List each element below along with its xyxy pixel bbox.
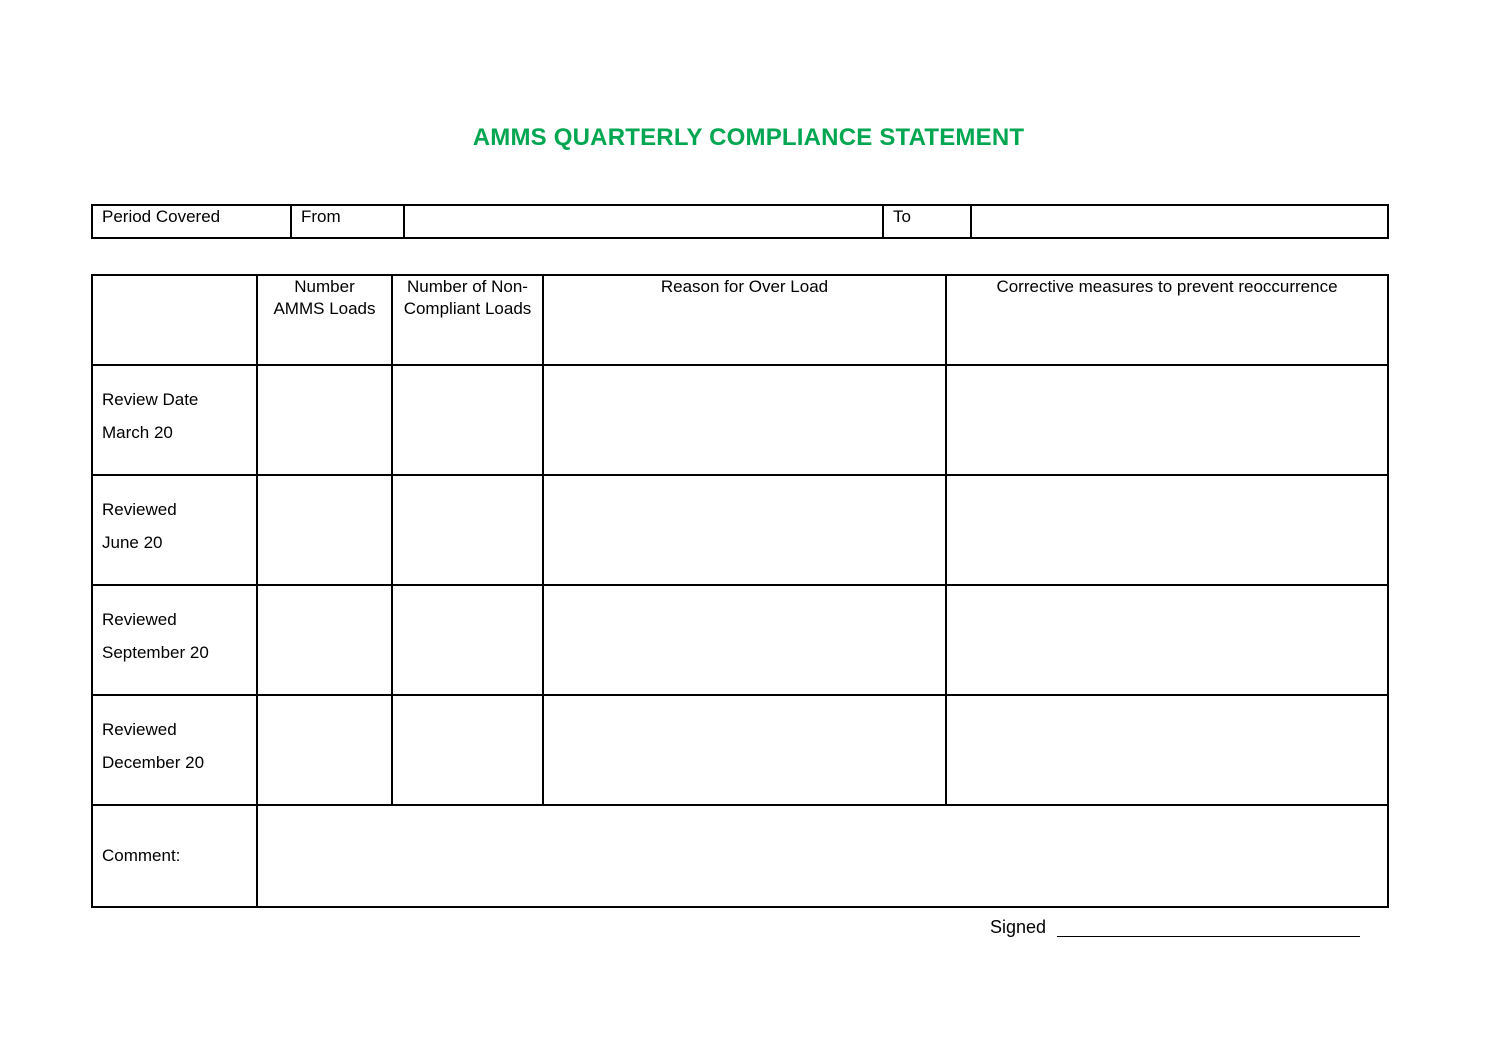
- reason-cell[interactable]: [542, 474, 947, 586]
- period-covered-table: Period Covered From To: [91, 204, 1389, 239]
- row-label-line1: Reviewed: [102, 610, 177, 629]
- row-label-line1: Reviewed: [102, 500, 177, 519]
- to-label: To: [882, 204, 972, 239]
- table-row: Reviewed September 20: [91, 584, 1389, 696]
- reason-cell[interactable]: [542, 694, 947, 806]
- row-label: Reviewed September 20: [91, 584, 258, 696]
- row-label-line2: September 20: [102, 643, 209, 662]
- from-label: From: [290, 204, 405, 239]
- header-number-amms-loads: Number AMMS Loads: [256, 274, 393, 366]
- header-corrective-measures: Corrective measures to prevent reoccurre…: [945, 274, 1389, 366]
- header-row: Number AMMS Loads Number of Non-Complian…: [91, 274, 1389, 366]
- table-row: Reviewed December 20: [91, 694, 1389, 806]
- corrective-cell[interactable]: [945, 584, 1389, 696]
- page-title: AMMS QUARTERLY COMPLIANCE STATEMENT: [472, 124, 1025, 151]
- row-label-line2: June 20: [102, 533, 163, 552]
- corrective-cell[interactable]: [945, 364, 1389, 476]
- signed-label: Signed: [990, 917, 1047, 937]
- amms-loads-cell[interactable]: [256, 584, 393, 696]
- amms-loads-cell[interactable]: [256, 474, 393, 586]
- row-label-line2: December 20: [102, 753, 205, 772]
- amms-loads-cell[interactable]: [256, 694, 393, 806]
- row-label: Reviewed June 20: [91, 474, 258, 586]
- to-field[interactable]: [970, 204, 1389, 239]
- reason-cell[interactable]: [542, 584, 947, 696]
- non-compliant-cell[interactable]: [391, 694, 544, 806]
- header-reason-for-over-load: Reason for Over Load: [542, 274, 947, 366]
- from-field[interactable]: [403, 204, 884, 239]
- table-row: Reviewed June 20: [91, 474, 1389, 586]
- non-compliant-cell[interactable]: [391, 364, 544, 476]
- row-label-line1: Reviewed: [102, 720, 177, 739]
- comment-row: Comment:: [91, 804, 1389, 908]
- row-label: Reviewed December 20: [91, 694, 258, 806]
- corrective-cell[interactable]: [945, 694, 1389, 806]
- table-row: Review Date March 20: [91, 364, 1389, 476]
- non-compliant-cell[interactable]: [391, 584, 544, 696]
- row-label-line1: Review Date: [102, 390, 199, 409]
- reason-cell[interactable]: [542, 364, 947, 476]
- compliance-table: Number AMMS Loads Number of Non-Complian…: [91, 274, 1389, 908]
- signature-line[interactable]: [1057, 936, 1360, 937]
- row-label-line2: March 20: [102, 423, 173, 442]
- non-compliant-cell[interactable]: [391, 474, 544, 586]
- header-blank: [91, 274, 258, 366]
- comment-label: Comment:: [91, 804, 258, 908]
- comment-field[interactable]: [256, 804, 1389, 908]
- amms-loads-cell[interactable]: [256, 364, 393, 476]
- header-non-compliant-loads: Number of Non-Compliant Loads: [391, 274, 544, 366]
- corrective-cell[interactable]: [945, 474, 1389, 586]
- period-covered-label: Period Covered: [91, 204, 292, 239]
- row-label: Review Date March 20: [91, 364, 258, 476]
